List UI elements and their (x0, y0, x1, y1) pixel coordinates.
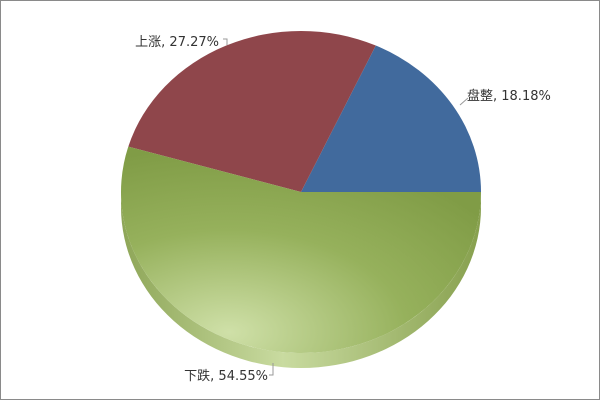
pie-slice-下跌[interactable] (121, 146, 481, 353)
leader-line (223, 38, 228, 45)
pie-slice-盘整[interactable] (301, 45, 481, 193)
data-label: 盘整, 18.18% (467, 88, 551, 104)
leader-line (459, 97, 469, 106)
leader-line (269, 363, 274, 376)
data-label: 上涨, 27.27% (135, 35, 219, 50)
pie-slice-上涨[interactable] (128, 30, 376, 192)
data-label: 下跌, 54.55% (184, 368, 268, 384)
